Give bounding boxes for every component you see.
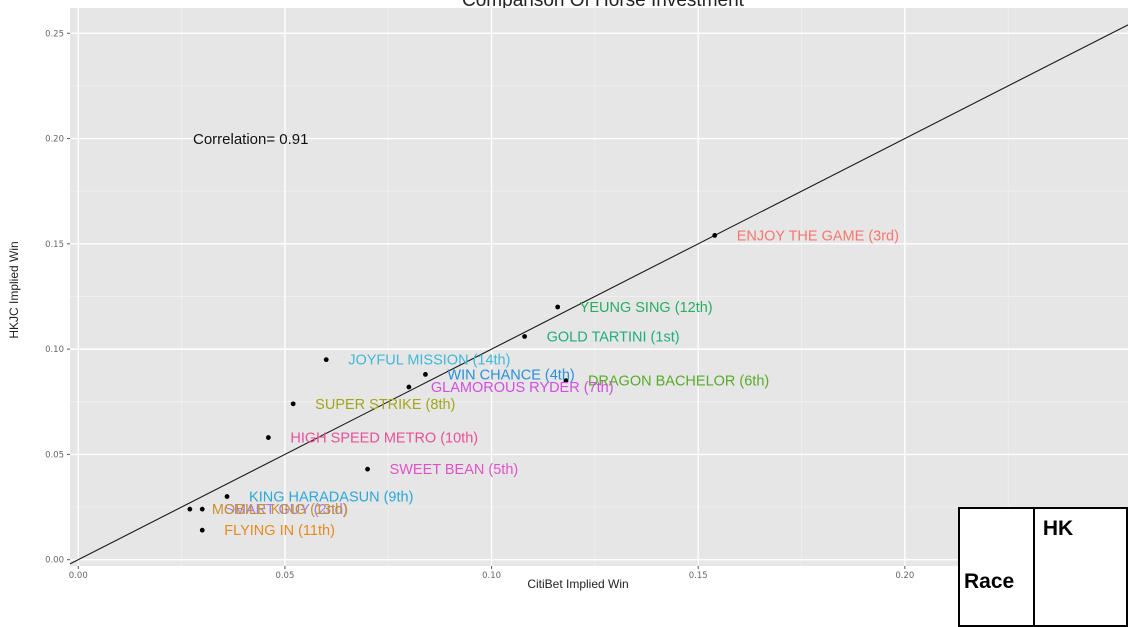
- data-point: [199, 506, 205, 512]
- point-label: SMART GUY (2nd): [224, 502, 347, 518]
- point-label: GOLD TARTINI (1st): [547, 329, 680, 345]
- race-table: Race HK: [958, 507, 1128, 627]
- y-axis-ticks: 0.00 0.05 0.10 0.15 0.20 0.25: [45, 29, 70, 566]
- chart-title: Comparison Of Horse Investment: [462, 0, 745, 11]
- point-label: WIN CHANCE (4th): [447, 367, 574, 383]
- data-point: [423, 371, 428, 377]
- y-tick-label: 0.15: [45, 240, 64, 250]
- data-point: [555, 304, 561, 310]
- data-point: [199, 527, 205, 533]
- x-tick-label: 0.10: [482, 571, 501, 581]
- point-label: FLYING IN (11th): [224, 523, 335, 539]
- x-axis-ticks: 0.00 0.05 0.10 0.15 0.20: [69, 566, 914, 581]
- point-labels: ENJOY THE GAME (3rd) YEUNG SING (12th) GOL…: [212, 228, 899, 539]
- y-tick-label: 0.05: [45, 450, 64, 460]
- data-point: [187, 506, 193, 512]
- race-header: Race: [958, 507, 1035, 627]
- x-tick-label: 0.05: [275, 571, 294, 581]
- x-tick-label: 0.15: [689, 571, 708, 581]
- point-label: YEUNG SING (12th): [580, 300, 713, 316]
- x-tick-label: 0.20: [895, 571, 914, 581]
- data-point: [365, 466, 370, 472]
- y-tick-label: 0.00: [45, 556, 64, 566]
- x-axis-label: CitiBet Implied Win: [527, 577, 628, 591]
- table-header-row: Race HK: [958, 507, 1128, 627]
- correlation-annotation: Correlation= 0.91: [193, 131, 309, 148]
- data-point: [290, 401, 296, 407]
- y-axis-label: HKJC Implied Win: [7, 241, 21, 338]
- point-label: MOBILE KING (13th): [212, 502, 348, 518]
- point-label: HIGH SPEED METRO (10th): [290, 431, 478, 447]
- point-label: KING HARADASUN (9th): [249, 490, 413, 506]
- data-point: [522, 334, 528, 339]
- data-point: [712, 233, 718, 238]
- x-tick-label: 0.00: [69, 571, 88, 581]
- data-point: [563, 378, 569, 384]
- grid-lines: [70, 8, 1128, 566]
- data-points: [187, 233, 718, 533]
- y-tick-label: 0.20: [45, 135, 64, 145]
- point-label: SWEET BEAN (5th): [390, 462, 519, 478]
- point-label: GLAMOROUS RYDER (7th): [431, 380, 614, 396]
- point-label: SUPER STRIKE (8th): [315, 397, 455, 413]
- y-tick-label: 0.10: [45, 345, 64, 355]
- data-point: [406, 384, 412, 390]
- reference-line: [69, 24, 1128, 565]
- hk-header: HK: [1032, 507, 1128, 627]
- point-label: DRAGON BACHELOR (6th): [588, 374, 769, 390]
- y-tick-label: 0.25: [45, 29, 64, 39]
- plot-background: [70, 8, 1128, 566]
- point-label: JOYFUL MISSION (14th): [348, 353, 510, 369]
- y-equals-x-line: [69, 24, 1128, 565]
- scatter-chart: Comparison Of Horse Investment ENJOY THE…: [7, 0, 1128, 591]
- data-point: [323, 357, 329, 363]
- point-label: ENJOY THE GAME (3rd): [737, 228, 899, 244]
- data-point: [265, 435, 271, 440]
- data-point: [224, 494, 230, 499]
